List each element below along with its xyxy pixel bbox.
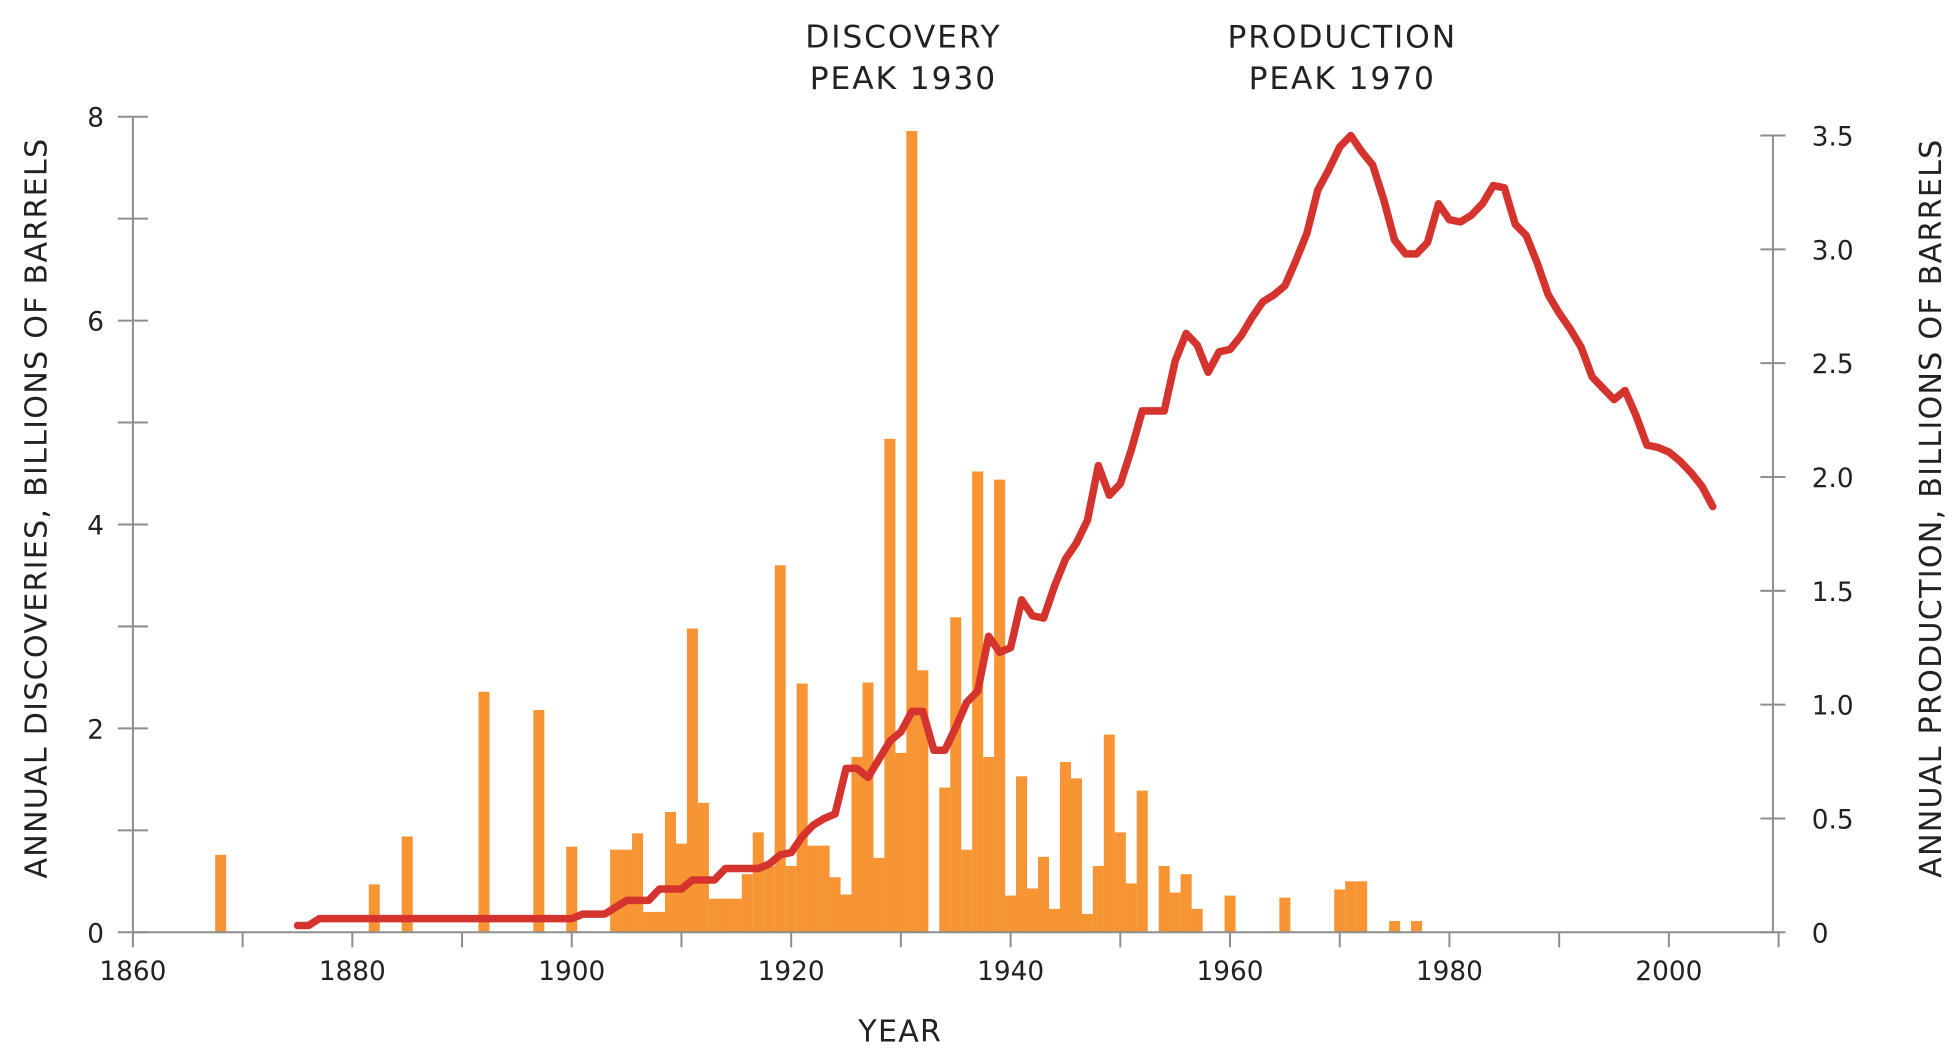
x-tick-label: 1920 [758, 957, 825, 987]
y-left-tick-label: 2 [87, 715, 104, 745]
y-left-tick-label: 6 [87, 308, 104, 338]
discovery-bar [972, 471, 984, 933]
y-right-tick-label: 1.0 [1812, 692, 1854, 722]
peak-annotation: PEAK 1970 [1249, 61, 1436, 97]
discovery-bar [1224, 895, 1236, 933]
x-axis-label: YEAR [857, 1014, 942, 1049]
discovery-bar [939, 787, 951, 933]
discovery-bar [994, 479, 1006, 933]
discovery-bar [664, 811, 677, 933]
discovery-bar [1059, 762, 1071, 933]
y-right-tick-label: 1.5 [1812, 578, 1854, 608]
discovery-bar [1114, 832, 1126, 933]
discovery-bar [610, 849, 622, 933]
discovery-bar [950, 617, 962, 933]
discovery-bar [884, 438, 896, 933]
discovery-bar [1037, 856, 1050, 933]
discovery-bar [906, 130, 918, 933]
y-left-tick-label: 4 [87, 512, 104, 542]
discovery-bar [643, 911, 655, 933]
discovery-bar [829, 877, 841, 933]
discovery-bar [840, 894, 852, 933]
discovery-bar [1136, 790, 1148, 933]
discovery-bar [708, 898, 720, 933]
discovery-bar [654, 911, 666, 933]
discovery-bar [1180, 874, 1192, 933]
discovery-bar [686, 628, 698, 933]
discovery-bar [818, 845, 830, 933]
discovery-bar [1081, 913, 1093, 933]
discovery-bar [1103, 734, 1115, 933]
discovery-bar [741, 874, 753, 933]
discovery-bar [983, 756, 995, 933]
peak-annotation: PRODUCTION [1227, 20, 1457, 56]
discovery-bar [1191, 908, 1203, 933]
discovery-bar [1334, 889, 1346, 933]
discovery-bar [1169, 892, 1181, 933]
discovery-bar [895, 752, 907, 933]
discovery-bar [796, 683, 808, 933]
x-tick-label: 1960 [1197, 957, 1264, 987]
annotations: DISCOVERY PEAK 1930 PRODUCTION PEAK 1970 [805, 20, 1457, 97]
y-axis-left-label: ANNUAL DISCOVERIES, BILLIONS OF BARRELS [19, 138, 54, 879]
y-right-tick-label: 2.0 [1812, 464, 1854, 494]
discovery-bar [1005, 895, 1017, 933]
discovery-bar [1092, 866, 1104, 933]
discovery-bar [1389, 921, 1401, 933]
discovery-bar [873, 857, 885, 933]
discovery-bar [401, 836, 413, 933]
x-tick-label: 1980 [1416, 957, 1483, 987]
discovery-bar [697, 802, 709, 933]
discovery-bar [478, 691, 490, 933]
discovery-bar [1356, 881, 1368, 933]
discovery-bar [368, 884, 380, 933]
discovery-bar [1048, 908, 1061, 933]
discovery-bar [807, 845, 819, 933]
discovery-bar [730, 898, 742, 933]
discovery-bar [215, 854, 227, 933]
discovery-bar [1027, 888, 1039, 933]
discovery-bar [1125, 883, 1137, 933]
discovery-bar [774, 565, 786, 933]
discovery-bar [1279, 897, 1291, 933]
x-tick-label: 1900 [538, 957, 605, 987]
discovery-bar [1016, 776, 1028, 933]
discovery-bar [719, 898, 731, 933]
x-tick-label: 1860 [99, 957, 166, 987]
discovery-bar [1411, 921, 1423, 933]
x-tick-label: 2000 [1635, 957, 1702, 987]
y-left-tick-label: 8 [87, 104, 104, 134]
discovery-bar [632, 833, 644, 933]
discovery-bar [862, 682, 874, 933]
discovery-bar [621, 849, 633, 933]
peak-annotation: DISCOVERY [805, 20, 1001, 56]
y-right-tick-label: 0.5 [1812, 805, 1854, 835]
discovery-bar [533, 710, 545, 933]
y-right-tick-label: 3.5 [1812, 123, 1854, 153]
y-left-tick-label: 0 [87, 919, 104, 949]
x-tick-label: 1880 [319, 957, 386, 987]
discovery-bar [566, 846, 578, 933]
discovery-bar [1158, 866, 1170, 933]
y-right-tick-label: 3.0 [1812, 236, 1854, 266]
discovery-bar [917, 670, 929, 933]
production-line [293, 131, 1717, 930]
discovery-bar [785, 866, 797, 933]
discovery-bar [752, 832, 764, 933]
discoveries-bars [215, 130, 1423, 933]
y-right-tick-label: 0 [1812, 919, 1829, 949]
discovery-bar [763, 866, 775, 933]
peak-annotation: PEAK 1930 [810, 61, 997, 97]
y-right-tick-label: 2.5 [1812, 350, 1854, 380]
discovery-bar [851, 756, 863, 933]
x-tick-label: 1940 [977, 957, 1044, 987]
y-axis-right-label: ANNUAL PRODUCTION, BILLIONS OF BARRELS [1914, 139, 1949, 878]
discovery-bar [1070, 778, 1082, 933]
discovery-bar [961, 849, 973, 933]
discovery-bar [1345, 881, 1357, 933]
axes: 0 2 4 6 8 0 0.5 1.0 1.5 2.0 2.5 3.0 3.5 1860 1880 1900 1… [87, 104, 1853, 987]
